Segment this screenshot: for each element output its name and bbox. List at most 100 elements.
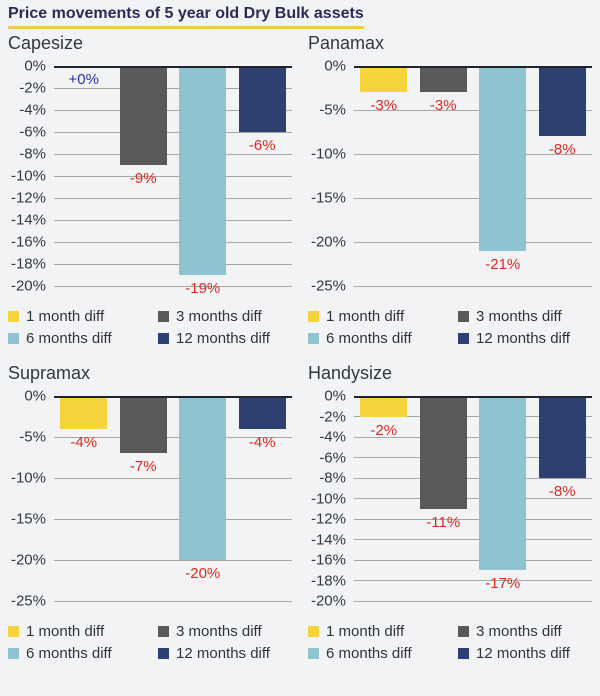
legend-item-3-months-diff: 3 months diff [158, 308, 292, 325]
bar-12-months-diff [238, 66, 286, 132]
y-tick-label: -10% [10, 167, 46, 185]
y-axis-labels: 0% -2% -4% -6% -8% -10% -12% -14% -16% -18% -20% [308, 388, 354, 610]
bar-3-months-diff [119, 396, 167, 454]
y-tick-label: -10% [10, 469, 46, 487]
y-tick-label: -20% [310, 592, 346, 610]
plot-area: -2% -11% -17% -8% [354, 396, 592, 602]
y-axis-labels: 0% -5% -10% -15% -20% -25% [308, 58, 354, 295]
chart-title-handysize: Handysize [308, 363, 393, 383]
legend-label: 6 months diff [26, 645, 112, 662]
bar-value-label: -7% [129, 458, 157, 476]
legend: 1 month diff 3 months diff 6 months diff 12… [8, 623, 292, 662]
legend-item-1-month-diff: 1 month diff [308, 623, 458, 640]
y-tick-label: -14% [310, 531, 346, 548]
bar-6-months-diff [179, 396, 227, 560]
legend-label: 6 months diff [26, 330, 112, 347]
bar-value-label: -11% [426, 513, 461, 531]
y-tick-label: -6% [319, 449, 346, 466]
gridline [354, 457, 592, 458]
chart-title-supramax: Supramax [8, 363, 91, 383]
bar-value-label: -8% [548, 141, 576, 159]
legend-label: 12 months diff [476, 645, 570, 662]
legend-label: 6 months diff [326, 330, 412, 347]
bar-6-months-diff [479, 396, 527, 571]
gridline [54, 518, 292, 520]
gridline [54, 263, 292, 265]
legend-item-3-months-diff: 3 months diff [458, 623, 592, 640]
y-tick-label: -25% [310, 277, 346, 295]
legend-swatch [308, 311, 319, 322]
chart-title-capesize: Capesize [8, 33, 84, 53]
y-tick-label: -12% [10, 189, 46, 207]
legend-item-3-months-diff: 3 months diff [458, 308, 592, 325]
chart-title-panamax: Panamax [308, 33, 385, 53]
legend-item-6-months-diff: 6 months diff [308, 645, 458, 662]
bar-value-label: -6% [248, 137, 276, 154]
plot-area: +0% -9% -19% -6% [54, 66, 292, 297]
bar-value-label: -8% [548, 483, 576, 500]
gridline [354, 498, 592, 499]
legend-item-12-months-diff: 12 months diff [158, 645, 292, 662]
gridline [54, 153, 292, 155]
y-tick-label: -2% [319, 408, 346, 425]
y-tick-label: -14% [10, 211, 46, 229]
gridline [354, 241, 592, 243]
legend-label: 3 months diff [476, 623, 562, 640]
y-tick-label: -4% [319, 428, 346, 446]
chart-handysize: Handysize 0% -2% -4% -6% -8% -10% -12% -14% -16%… [308, 359, 592, 662]
gridline [354, 436, 592, 438]
y-tick-label: -5% [19, 428, 46, 446]
y-tick-label: -5% [319, 101, 346, 119]
gridline [354, 197, 592, 199]
y-tick-label: 0% [24, 57, 46, 75]
plot-wrap: 0% -5% -10% -15% -20% -25% -4% -7% -20% -4% [8, 388, 292, 610]
gridline [354, 580, 592, 581]
bar-value-label: -4% [70, 433, 98, 451]
gridline [354, 518, 592, 520]
legend-label: 12 months diff [476, 330, 570, 347]
y-tick-label: 0% [24, 387, 46, 405]
y-tick-label: -10% [310, 145, 346, 163]
bar-12-months-diff [238, 396, 286, 429]
legend-label: 3 months diff [176, 623, 262, 640]
bar-value-label: -20% [185, 565, 221, 582]
legend-label: 3 months diff [476, 308, 562, 325]
plot-wrap: 0% -2% -4% -6% -8% -10% -12% -14% -16% -18% -20% +… [8, 58, 292, 297]
legend-label: 1 month diff [26, 623, 105, 640]
y-tick-label: -6% [19, 123, 46, 141]
gridline [354, 285, 592, 287]
gridline [54, 559, 292, 561]
bar-3-months-diff [119, 66, 167, 165]
chart-capesize: Capesize 0% -2% -4% -6% -8% -10% -12% -14% -16% -… [8, 29, 292, 347]
y-axis-labels: 0% -2% -4% -6% -8% -10% -12% -14% -16% -18% -20% [8, 58, 54, 295]
legend-swatch [8, 333, 19, 344]
zero-axis-line [354, 396, 592, 398]
legend-swatch [308, 648, 319, 659]
y-tick-label: -4% [19, 101, 46, 119]
bar-1-month-diff [360, 396, 408, 417]
y-tick-label: -12% [310, 510, 346, 528]
gridline [54, 197, 292, 199]
bar-1-month-diff [60, 396, 108, 429]
gridline [54, 600, 292, 602]
bar-value-label: -17% [485, 575, 521, 593]
y-tick-label: -18% [10, 255, 46, 273]
gridline [354, 109, 592, 111]
zero-axis-line [54, 66, 292, 68]
legend-swatch [308, 626, 319, 637]
bar-6-months-diff [479, 66, 527, 251]
bar-12-months-diff [538, 66, 586, 137]
bar-6-months-diff [179, 66, 227, 275]
legend-label: 6 months diff [326, 645, 412, 662]
gridline [54, 131, 292, 133]
y-tick-label: -15% [310, 189, 346, 207]
legend-item-12-months-diff: 12 months diff [158, 330, 292, 347]
legend-swatch [158, 648, 169, 659]
charts-grid: Capesize 0% -2% -4% -6% -8% -10% -12% -14% -16% -… [0, 29, 600, 662]
y-tick-label: -8% [319, 469, 346, 487]
chart-supramax: Supramax 0% -5% -10% -15% -20% -25% -4% -7% -20… [8, 359, 292, 662]
legend-item-1-month-diff: 1 month diff [8, 308, 158, 325]
y-axis-labels: 0% -5% -10% -15% -20% -25% [8, 388, 54, 610]
legend-label: 1 month diff [326, 308, 405, 325]
bar-value-label: -19% [185, 280, 221, 297]
